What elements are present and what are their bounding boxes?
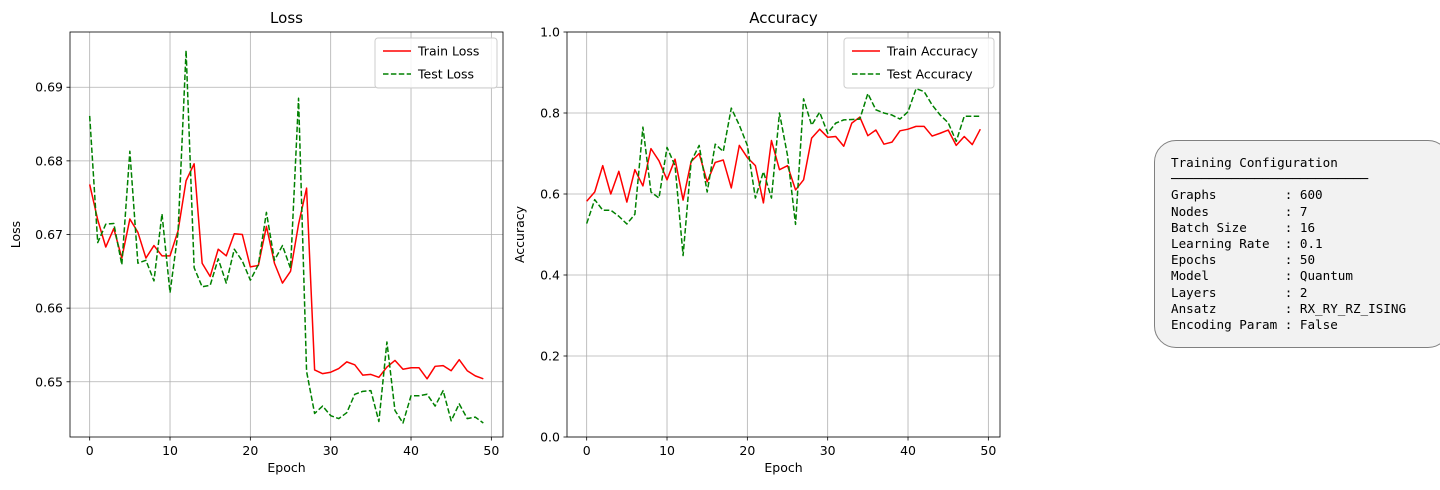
config-panel [1154, 140, 1440, 348]
y-tick-label: 0.6 [540, 187, 560, 202]
legend-label: Test Loss [417, 67, 474, 82]
y-tick-label: 0.4 [540, 268, 560, 283]
y-tick-label: 0.65 [35, 374, 63, 389]
y-axis-label: Accuracy [512, 205, 527, 263]
series-line-test-loss [88, 49, 484, 424]
x-tick-label: 40 [900, 443, 916, 458]
y-tick-label: 0.8 [540, 106, 560, 121]
x-tick-label: 0 [583, 443, 591, 458]
axes-frame [566, 31, 1001, 438]
series-line-train-loss [88, 163, 484, 380]
chart-title-loss: Loss [270, 9, 303, 27]
x-tick-label: 20 [242, 443, 258, 458]
x-tick-label: 10 [659, 443, 675, 458]
x-tick-label: 20 [739, 443, 755, 458]
legend-box [843, 37, 995, 89]
x-tick-label: 30 [323, 443, 339, 458]
legend-label: Test Accuracy [886, 67, 973, 82]
x-tick-label: 50 [980, 443, 996, 458]
y-tick-label: 0.0 [540, 430, 560, 445]
y-tick-label: 1.0 [540, 25, 560, 40]
x-tick-label: 0 [86, 443, 94, 458]
y-tick-label: 0.66 [35, 301, 63, 316]
x-tick-label: 50 [483, 443, 499, 458]
x-axis-label: Epoch [267, 460, 305, 475]
chart-title-accuracy: Accuracy [749, 9, 818, 27]
accuracy-chart: 0 10 20 30 40 50 0.0 0.2 0.4 0.6 0.8 1.0 Accuracy Epo… [512, 9, 1001, 475]
y-tick-label: 0.67 [35, 227, 63, 242]
y-tick-label: 0.2 [540, 349, 560, 364]
x-tick-label: 10 [162, 443, 178, 458]
x-tick-label: 30 [820, 443, 836, 458]
training-config-text: Training Configuration ─────────────────… [1171, 155, 1407, 333]
series-line-test-accuracy [585, 87, 981, 257]
legend-label: Train Accuracy [886, 44, 979, 59]
x-tick-label: 40 [403, 443, 419, 458]
x-axis-label: Epoch [764, 460, 802, 475]
loss-chart: 0 10 20 30 40 50 0.65 0.66 0.67 0.68 0.69 Loss Epoch… [8, 9, 504, 475]
legend-label: Train Loss [417, 44, 479, 59]
y-tick-label: 0.68 [35, 153, 63, 168]
series-line-train-accuracy [586, 116, 981, 204]
y-tick-label: 0.69 [35, 80, 63, 95]
y-axis-label: Loss [8, 221, 23, 248]
